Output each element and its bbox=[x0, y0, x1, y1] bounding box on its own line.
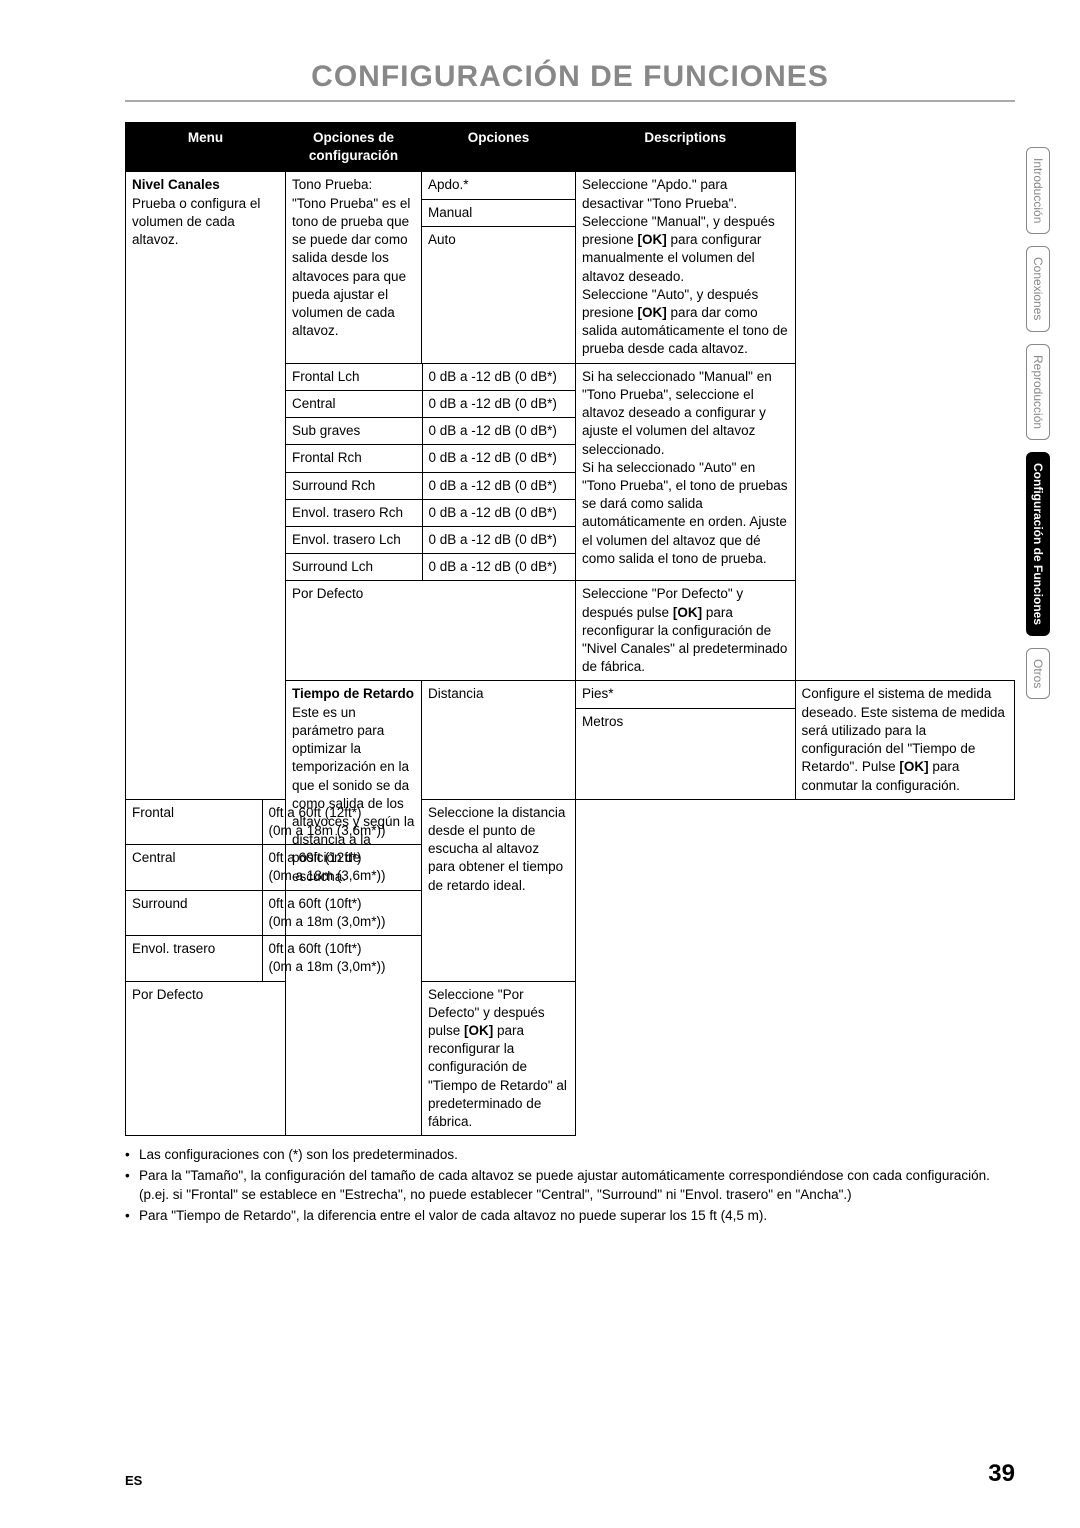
menu-head: Tiempo de Retardo bbox=[292, 685, 415, 703]
channel-name: Central bbox=[286, 390, 422, 417]
menu-cell-nivel-canales: Nivel Canales Prueba o configura el volu… bbox=[126, 172, 286, 799]
channel-range: 0 dB a -12 dB (0 dB*) bbox=[422, 418, 575, 445]
speaker-name: Envol. trasero bbox=[126, 936, 262, 981]
side-tab[interactable]: Introducción bbox=[1026, 147, 1050, 234]
speaker-row: Envol. trasero0ft a 60ft (10ft*)(0m a 18… bbox=[126, 936, 421, 981]
menu-head: Nivel Canales bbox=[132, 176, 279, 194]
channel-name: Frontal Rch bbox=[286, 445, 422, 472]
desc-por-defecto: Seleccione "Por Defecto" y después pulse… bbox=[422, 981, 576, 1136]
speaker-range: 0ft a 60ft (12ft*)(0m a 18m (3,6m*)) bbox=[262, 845, 421, 890]
channel-range: 0 dB a -12 dB (0 dB*) bbox=[422, 554, 575, 581]
speaker-name: Surround bbox=[126, 890, 262, 935]
speaker-distance-block: Frontal0ft a 60ft (12ft*)(0m a 18m (3,6m… bbox=[126, 799, 422, 981]
opts-distancia: Pies* Metros bbox=[576, 681, 796, 799]
desc-line: Si ha seleccionado "Auto" en "Tono Prueb… bbox=[582, 459, 789, 568]
section-title: CONFIGURACIÓN DE FUNCIONES bbox=[311, 60, 829, 93]
speaker-range: 0ft a 60ft (10ft*)(0m a 18m (3,0m*)) bbox=[262, 890, 421, 935]
desc-speaker-distance: Seleccione la distancia desde el punto d… bbox=[422, 799, 576, 981]
channel-row: Envol. trasero Rch0 dB a -12 dB (0 dB*) bbox=[286, 499, 575, 526]
footnotes: •Las configuraciones con (*) son los pre… bbox=[125, 1146, 1015, 1226]
side-tabs: Introducción Conexiones Reproducción Config… bbox=[1026, 147, 1056, 711]
channel-range: 0 dB a -12 dB (0 dB*) bbox=[422, 390, 575, 417]
speaker-name: Frontal bbox=[126, 800, 262, 845]
channel-name: Surround Rch bbox=[286, 472, 422, 499]
channel-row: Frontal Lch0 dB a -12 dB (0 dB*) bbox=[286, 364, 575, 391]
side-tab[interactable]: Conexiones bbox=[1026, 246, 1050, 331]
channel-range: 0 dB a -12 dB (0 dB*) bbox=[422, 499, 575, 526]
channel-name: Envol. trasero Rch bbox=[286, 499, 422, 526]
menu-body: Prueba o configura el volumen de cada al… bbox=[132, 195, 279, 250]
desc-line: Seleccione "Manual", y después presione … bbox=[582, 213, 789, 286]
desc-line: Seleccione "Auto", y después presione [O… bbox=[582, 286, 789, 359]
channel-range: 0 dB a -12 dB (0 dB*) bbox=[422, 364, 575, 391]
channel-name: Sub graves bbox=[286, 418, 422, 445]
bullet-icon: • bbox=[125, 1146, 139, 1165]
channel-range: 0 dB a -12 dB (0 dB*) bbox=[422, 526, 575, 553]
footnote-text: Para "Tiempo de Retardo", la diferencia … bbox=[139, 1207, 1015, 1226]
lang-code: ES bbox=[125, 1473, 142, 1488]
channel-levels-block: Frontal Lch0 dB a -12 dB (0 dB*)Central0… bbox=[286, 363, 576, 581]
channel-row: Frontal Rch0 dB a -12 dB (0 dB*) bbox=[286, 445, 575, 472]
th-desc: Descriptions bbox=[576, 123, 796, 172]
bullet-icon: • bbox=[125, 1207, 139, 1226]
th-menu: Menu bbox=[126, 123, 286, 172]
side-tab[interactable]: Reproducción bbox=[1026, 344, 1050, 440]
speaker-row: Central0ft a 60ft (12ft*)(0m a 18m (3,6m… bbox=[126, 845, 421, 890]
channel-row: Central0 dB a -12 dB (0 dB*) bbox=[286, 390, 575, 417]
opt: Metros bbox=[576, 709, 795, 735]
th-config: Opciones de configuración bbox=[286, 123, 422, 172]
channel-range: 0 dB a -12 dB (0 dB*) bbox=[422, 445, 575, 472]
desc-line: Si ha seleccionado "Manual" en "Tono Pru… bbox=[582, 368, 789, 459]
channel-range: 0 dB a -12 dB (0 dB*) bbox=[422, 472, 575, 499]
cfg-head: Tono Prueba: bbox=[292, 177, 372, 192]
footnote-item: •Las configuraciones con (*) son los pre… bbox=[125, 1146, 1015, 1165]
desc-distancia: Configure el sistema de medida deseado. … bbox=[795, 681, 1015, 799]
speaker-name: Central bbox=[126, 845, 262, 890]
footnote-text: Para la "Tamaño", la configuración del t… bbox=[139, 1167, 1015, 1205]
opt: Apdo.* bbox=[422, 172, 575, 199]
table-row: Por Defecto Seleccione "Por Defecto" y d… bbox=[126, 981, 1015, 1136]
side-tab[interactable]: Configuración de Funciones bbox=[1026, 452, 1050, 636]
footnote-text: Las configuraciones con (*) son los pred… bbox=[139, 1146, 1015, 1165]
table-row: Nivel Canales Prueba o configura el volu… bbox=[126, 172, 1015, 363]
cfg-tono-prueba: Tono Prueba: "Tono Prueba" es el tono de… bbox=[286, 172, 422, 363]
table-row: Frontal0ft a 60ft (12ft*)(0m a 18m (3,6m… bbox=[126, 799, 1015, 981]
bullet-icon: • bbox=[125, 1167, 139, 1205]
footnote-item: •Para la "Tamaño", la configuración del … bbox=[125, 1167, 1015, 1205]
channel-name: Frontal Lch bbox=[286, 364, 422, 391]
cfg-por-defecto: Por Defecto bbox=[286, 581, 576, 681]
footnote-item: •Para "Tiempo de Retardo", la diferencia… bbox=[125, 1207, 1015, 1226]
opt: Manual bbox=[422, 200, 575, 227]
opts-tono: Apdo.* Manual Auto bbox=[422, 172, 576, 363]
opt: Pies* bbox=[576, 681, 795, 708]
page-number: 39 bbox=[988, 1460, 1015, 1488]
cfg-body: "Tono Prueba" es el tono de prueba que s… bbox=[292, 196, 410, 339]
desc-line: Seleccione "Apdo." para desactivar "Tono… bbox=[582, 176, 789, 212]
speaker-range: 0ft a 60ft (10ft*)(0m a 18m (3,0m*)) bbox=[262, 936, 421, 981]
desc-channel-levels: Si ha seleccionado "Manual" en "Tono Pru… bbox=[576, 363, 796, 581]
speaker-row: Surround0ft a 60ft (10ft*)(0m a 18m (3,0… bbox=[126, 890, 421, 935]
cfg-por-defecto: Por Defecto bbox=[126, 981, 422, 1136]
desc-por-defecto: Seleccione "Por Defecto" y después pulse… bbox=[576, 581, 796, 681]
desc-tono: Seleccione "Apdo." para desactivar "Tono… bbox=[576, 172, 796, 363]
channel-name: Envol. trasero Lch bbox=[286, 526, 422, 553]
channel-row: Sub graves0 dB a -12 dB (0 dB*) bbox=[286, 418, 575, 445]
table-header-row: Menu Opciones de configuración Opciones … bbox=[126, 123, 1015, 172]
settings-table: Menu Opciones de configuración Opciones … bbox=[125, 122, 1015, 1136]
page-footer: ES 39 bbox=[125, 1460, 1015, 1488]
section-title-rule: CONFIGURACIÓN DE FUNCIONES bbox=[125, 60, 1015, 102]
cfg-distancia: Distancia bbox=[422, 681, 576, 799]
channel-name: Surround Lch bbox=[286, 554, 422, 581]
channel-row: Surround Rch0 dB a -12 dB (0 dB*) bbox=[286, 472, 575, 499]
opt: Auto bbox=[422, 227, 575, 253]
th-options: Opciones bbox=[422, 123, 576, 172]
channel-row: Surround Lch0 dB a -12 dB (0 dB*) bbox=[286, 554, 575, 581]
side-tab[interactable]: Otros bbox=[1026, 648, 1050, 699]
channel-row: Envol. trasero Lch0 dB a -12 dB (0 dB*) bbox=[286, 526, 575, 553]
